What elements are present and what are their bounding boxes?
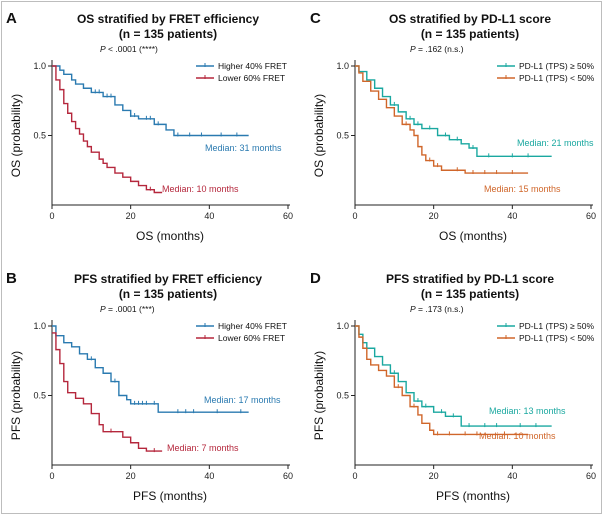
panel-d: D PFS stratified by PD-L1 score(n = 135 p… xyxy=(310,270,596,503)
x-tick-label: 20 xyxy=(126,471,136,481)
y-axis-label: PFS (probability) xyxy=(9,351,23,440)
y-tick-label: 0.5 xyxy=(33,391,46,401)
x-tick-label: 20 xyxy=(126,211,136,221)
y-tick-label: 1.0 xyxy=(33,321,46,331)
panel-b: B PFS stratified by FRET efficiency(n = 1… xyxy=(6,270,293,503)
x-axis-label: OS (months) xyxy=(439,229,507,243)
km-curve-lower xyxy=(355,65,529,174)
x-tick-label: 0 xyxy=(49,471,54,481)
legend-entry: PD-L1 (TPS) ≥ 50% xyxy=(519,61,594,71)
y-axis-label: PFS (probability) xyxy=(312,351,326,440)
km-curve-higher xyxy=(52,325,249,413)
legend-entry: PD-L1 (TPS) < 50% xyxy=(519,73,595,83)
p-value: P = .173 (n.s.) xyxy=(410,304,464,314)
y-tick-label: 1.0 xyxy=(336,61,349,71)
x-tick-label: 40 xyxy=(204,211,214,221)
median-label: Median: 21 months xyxy=(517,138,594,148)
y-axis-label: OS (probability) xyxy=(9,94,23,177)
p-value: P < .0001 (****) xyxy=(100,44,158,54)
km-curve-lower xyxy=(355,325,529,436)
median-label: Median: 31 months xyxy=(205,143,282,153)
km-curve-higher xyxy=(52,65,249,137)
median-label: Median: 10 months xyxy=(479,431,556,441)
chart-subtitle: (n = 135 patients) xyxy=(421,27,519,41)
panel-c: C OS stratified by PD-L1 score(n = 135 pa… xyxy=(310,10,596,243)
median-label: Median: 7 months xyxy=(167,443,239,453)
x-tick-label: 60 xyxy=(283,471,293,481)
panel-a: A OS stratified by FRET efficiency(n = 13… xyxy=(6,10,293,243)
x-tick-label: 0 xyxy=(352,211,357,221)
panel-label: B xyxy=(6,270,17,287)
x-axis-label: PFS (months) xyxy=(436,489,510,503)
panel-label: D xyxy=(310,270,321,287)
chart-title: PFS stratified by PD-L1 score xyxy=(386,272,554,286)
chart-title: OS stratified by FRET efficiency xyxy=(77,12,259,26)
x-tick-label: 20 xyxy=(429,211,439,221)
chart-title: PFS stratified by FRET efficiency xyxy=(74,272,262,286)
chart-subtitle: (n = 135 patients) xyxy=(119,27,217,41)
y-tick-label: 0.5 xyxy=(33,131,46,141)
x-tick-label: 0 xyxy=(352,471,357,481)
legend-entry: Lower 60% FRET xyxy=(218,73,285,83)
p-value: P = .162 (n.s.) xyxy=(410,44,464,54)
y-tick-label: 0.5 xyxy=(336,391,349,401)
y-tick-label: 0.5 xyxy=(336,131,349,141)
x-tick-label: 40 xyxy=(204,471,214,481)
legend-entry: Lower 60% FRET xyxy=(218,333,285,343)
median-label: Median: 15 months xyxy=(484,184,561,194)
y-axis-label: OS (probability) xyxy=(312,94,326,177)
km-curve-lower xyxy=(52,65,163,194)
x-tick-label: 20 xyxy=(429,471,439,481)
median-label: Median: 10 months xyxy=(162,184,239,194)
x-tick-label: 60 xyxy=(283,211,293,221)
chart-subtitle: (n = 135 patients) xyxy=(119,287,217,301)
x-tick-label: 40 xyxy=(507,211,517,221)
legend-entry: Higher 40% FRET xyxy=(218,321,287,331)
x-tick-label: 60 xyxy=(586,471,596,481)
x-tick-label: 40 xyxy=(507,471,517,481)
km-curve-higher xyxy=(355,325,552,427)
x-axis-label: OS (months) xyxy=(136,229,204,243)
panel-label: A xyxy=(6,10,17,27)
panel-label: C xyxy=(310,10,321,27)
km-curve-lower xyxy=(52,332,163,452)
p-value: P = .0001 (***) xyxy=(100,304,155,314)
x-tick-label: 0 xyxy=(49,211,54,221)
median-label: Median: 13 months xyxy=(489,406,566,416)
y-tick-label: 1.0 xyxy=(33,61,46,71)
legend-entry: PD-L1 (TPS) < 50% xyxy=(519,333,595,343)
chart-subtitle: (n = 135 patients) xyxy=(421,287,519,301)
x-axis-label: PFS (months) xyxy=(133,489,207,503)
chart-title: OS stratified by PD-L1 score xyxy=(389,12,551,26)
median-label: Median: 17 months xyxy=(204,395,281,405)
x-tick-label: 60 xyxy=(586,211,596,221)
legend-entry: PD-L1 (TPS) ≥ 50% xyxy=(519,321,594,331)
legend-entry: Higher 40% FRET xyxy=(218,61,287,71)
y-tick-label: 1.0 xyxy=(336,321,349,331)
